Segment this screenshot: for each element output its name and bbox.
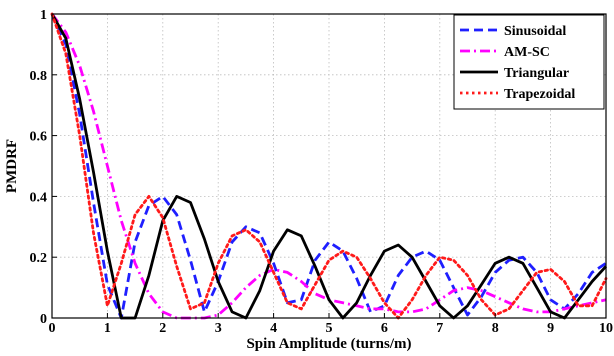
y-axis: 0 0.2 0.4 0.6 0.8 1 (30, 8, 57, 327)
x-axis-title: Spin Amplitude (turns/m) (246, 336, 411, 352)
y-axis-title: PMDRF (4, 139, 20, 193)
x-tick-label: 5 (326, 321, 333, 336)
x-tick-label: 0 (49, 321, 56, 336)
x-tick-label: 1 (104, 321, 111, 336)
y-tick-label: 1 (40, 8, 47, 23)
x-tick-label: 8 (492, 321, 499, 336)
x-tick-label: 4 (270, 321, 277, 336)
x-tick-label: 2 (159, 321, 166, 336)
x-tick-label: 9 (547, 321, 554, 336)
x-axis: 0 1 2 3 4 5 6 7 8 9 10 (49, 313, 613, 336)
series-line-triangular (50, 13, 608, 320)
x-tick-label: 6 (381, 321, 388, 336)
series-layer (50, 12, 608, 320)
x-tick-label: 3 (215, 321, 222, 336)
legend-label: Trapezoidal (504, 87, 575, 102)
legend-label: Triangular (504, 66, 569, 81)
y-tick-label: 0.8 (30, 69, 48, 84)
y-tick-label: 0 (40, 312, 47, 327)
x-tick-label: 10 (599, 321, 613, 336)
legend-label: AM-SC (504, 45, 550, 60)
legend-label: Sinusoidal (504, 24, 566, 39)
x-tick-label: 7 (436, 321, 443, 336)
legend: Sinusoidal AM-SC Triangular Trapezoidal (453, 14, 605, 110)
y-tick-label: 0.6 (30, 130, 48, 145)
series-line-trapezoidal (50, 12, 608, 320)
y-tick-label: 0.2 (30, 251, 48, 266)
y-tick-label: 0.4 (30, 190, 48, 205)
